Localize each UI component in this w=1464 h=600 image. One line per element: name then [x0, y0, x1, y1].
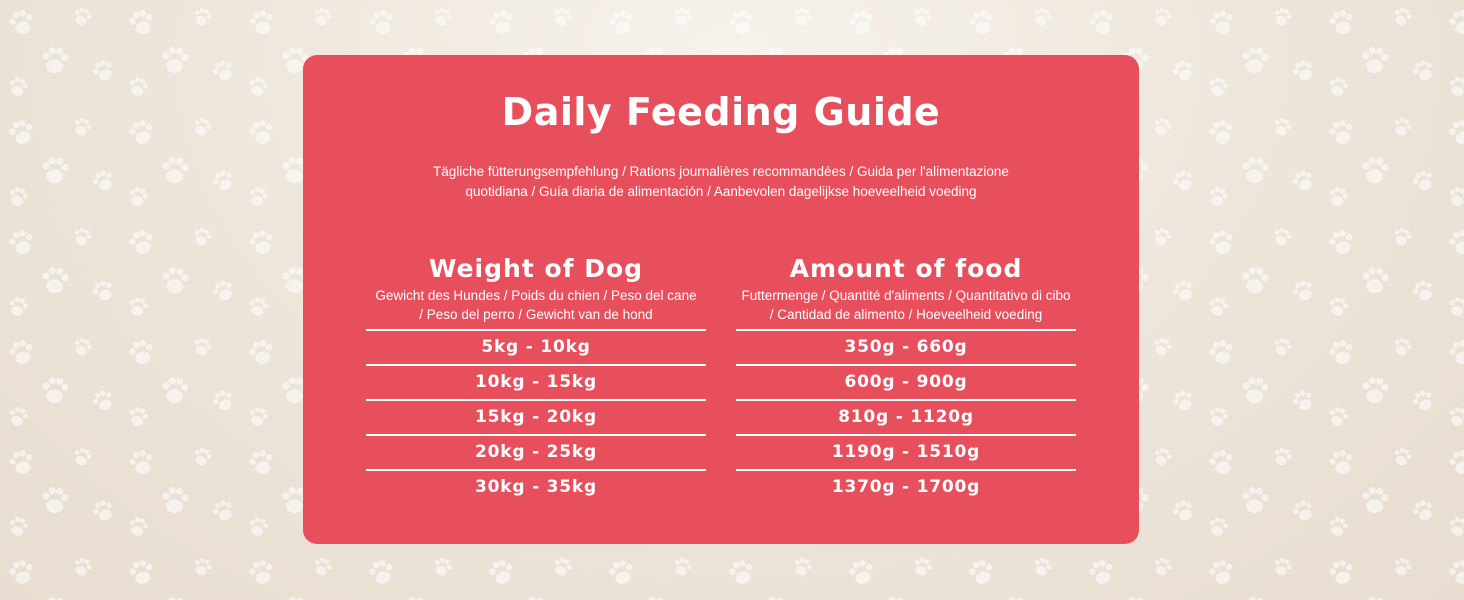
- weight-translation-line: Gewicht des Hundes / Poids du chien / Pe…: [375, 288, 697, 303]
- weight-rows: 5kg - 10kg 10kg - 15kg 15kg - 20kg 20kg …: [366, 329, 706, 504]
- guide-subtitle: Tägliche fütterungsempfehlung / Rations …: [403, 162, 1039, 202]
- food-rows: 350g - 660g 600g - 900g 810g - 1120g 119…: [736, 329, 1076, 504]
- guide-title: Daily Feeding Guide: [501, 90, 941, 134]
- food-column-heading: Amount of food: [789, 254, 1023, 283]
- food-column-translations: Futtermenge / Quantité d'aliments / Quan…: [736, 286, 1076, 324]
- food-row: 1370g - 1700g: [831, 477, 981, 497]
- guide-subtitle-line: Tägliche fütterungsempfehlung / Rations …: [433, 164, 1009, 179]
- weight-row: 30kg - 35kg: [475, 477, 597, 497]
- food-translation-line: / Cantidad de alimento / Hoeveelheid voe…: [769, 307, 1043, 322]
- food-translation-line: Futtermenge / Quantité d'aliments / Quan…: [741, 288, 1071, 303]
- weight-column: Weight of Dog Gewicht des Hundes / Poids…: [366, 253, 706, 504]
- food-row: 810g - 1120g: [736, 401, 1076, 436]
- feeding-guide-card: Daily Feeding Guide Tägliche fütterungse…: [303, 55, 1139, 544]
- weight-row: 10kg - 15kg: [366, 366, 706, 401]
- weight-column-translations: Gewicht des Hundes / Poids du chien / Pe…: [366, 286, 706, 324]
- food-row: 600g - 900g: [736, 366, 1076, 401]
- food-row: 350g - 660g: [736, 331, 1076, 366]
- weight-translation-line: / Peso del perro / Gewicht van de hond: [419, 307, 653, 322]
- weight-row: 20kg - 25kg: [366, 436, 706, 471]
- weight-row: 15kg - 20kg: [366, 401, 706, 436]
- weight-row: 5kg - 10kg: [366, 331, 706, 366]
- guide-subtitle-line: quotidiana / Guía diaria de alimentación…: [465, 184, 977, 199]
- food-column: Amount of food Futtermenge / Quantité d'…: [736, 253, 1076, 504]
- weight-column-heading: Weight of Dog: [428, 254, 644, 283]
- food-row: 1190g - 1510g: [736, 436, 1076, 471]
